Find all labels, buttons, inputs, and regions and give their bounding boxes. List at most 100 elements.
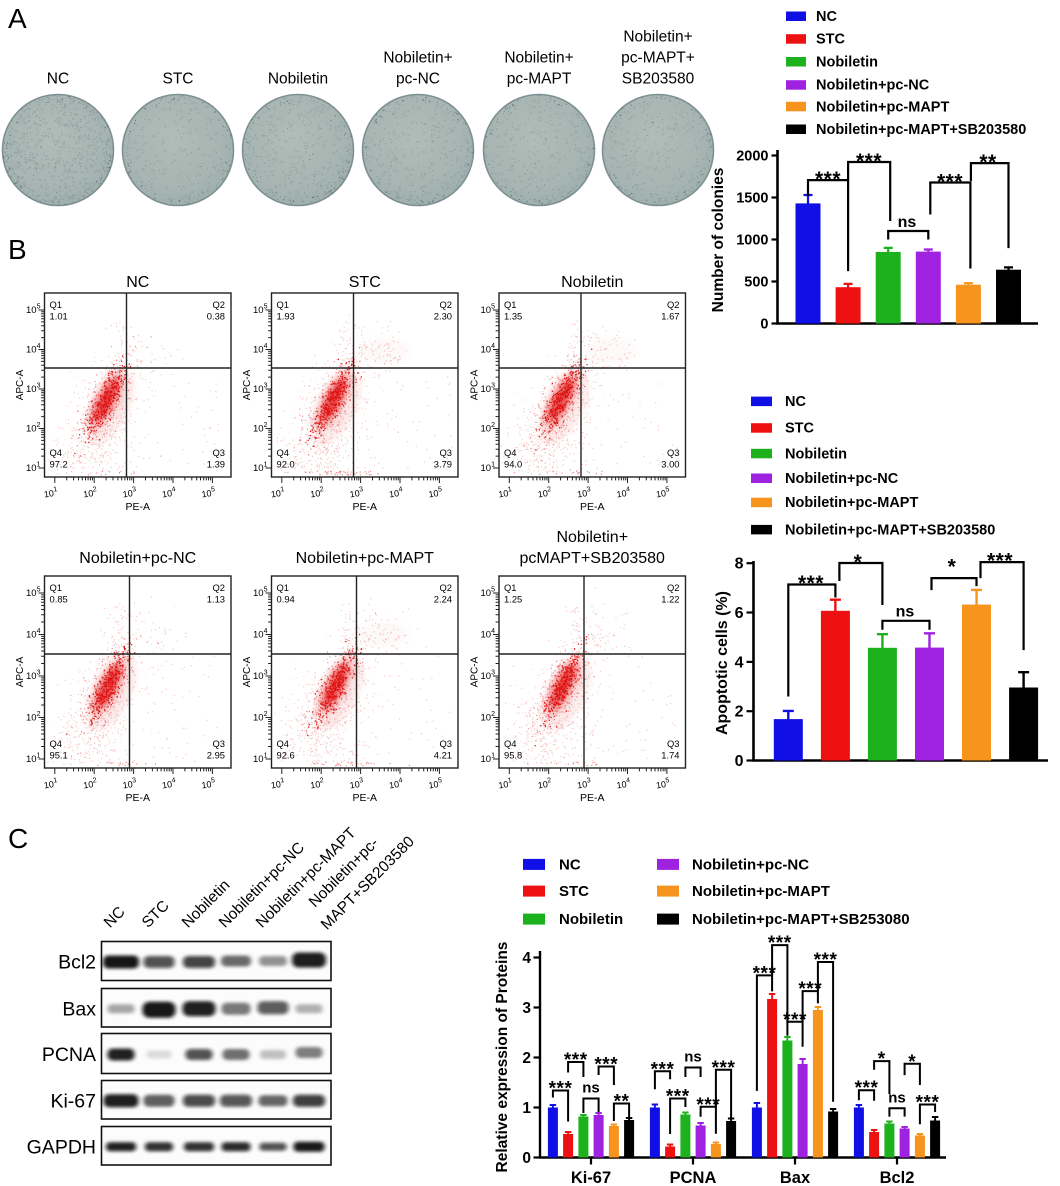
svg-text:2.95: 2.95 [207, 750, 225, 761]
svg-text:1.22: 1.22 [661, 594, 679, 605]
svg-text:*: * [878, 1049, 886, 1070]
svg-text:Nobiletin+pc-MAPT: Nobiletin+pc-MAPT [296, 550, 435, 567]
svg-text:***: *** [712, 1058, 736, 1079]
svg-text:Q1: Q1 [504, 299, 517, 310]
svg-text:***: *** [937, 171, 963, 194]
svg-text:***: *** [594, 1055, 618, 1076]
svg-text:APC-A: APC-A [470, 656, 481, 687]
svg-text:GAPDH: GAPDH [27, 1136, 96, 1158]
svg-text:Nobiletin: Nobiletin [816, 55, 878, 71]
svg-text:4.21: 4.21 [434, 750, 452, 761]
svg-text:94.0: 94.0 [504, 459, 522, 470]
svg-text:0: 0 [760, 317, 768, 333]
svg-text:Nobiletin+: Nobiletin+ [383, 50, 452, 67]
svg-text:2.30: 2.30 [434, 311, 452, 322]
svg-text:Nobiletin+pc-MAPT+SB203580: Nobiletin+pc-MAPT+SB203580 [816, 122, 1026, 138]
svg-text:Q3: Q3 [212, 447, 225, 458]
svg-text:Nobiletin: Nobiletin [785, 446, 847, 462]
svg-text:Apoptotic cells (%): Apoptotic cells (%) [714, 591, 731, 735]
svg-text:Nobiletin+pc-MAPT+SB253080: Nobiletin+pc-MAPT+SB253080 [692, 911, 910, 928]
svg-text:pc-NC: pc-NC [396, 71, 440, 88]
svg-text:***: *** [768, 933, 792, 954]
svg-text:97.2: 97.2 [50, 459, 68, 470]
svg-text:2000: 2000 [736, 149, 768, 165]
svg-text:***: *** [753, 963, 777, 984]
svg-text:ns: ns [684, 1049, 702, 1066]
svg-text:0.94: 0.94 [277, 594, 295, 605]
svg-text:Nobiletin+pc-MAPT: Nobiletin+pc-MAPT [692, 883, 830, 900]
svg-text:pcMAPT+SB203580: pcMAPT+SB203580 [520, 550, 666, 567]
svg-text:PCNA: PCNA [670, 1169, 717, 1186]
svg-text:Q2: Q2 [212, 582, 225, 593]
svg-text:1.35: 1.35 [504, 311, 522, 322]
svg-text:0.38: 0.38 [207, 311, 225, 322]
svg-text:APC-A: APC-A [242, 369, 253, 400]
svg-text:Q2: Q2 [667, 299, 680, 310]
svg-text:8: 8 [735, 556, 744, 573]
svg-text:4: 4 [522, 950, 531, 967]
svg-text:PE-A: PE-A [580, 792, 605, 804]
svg-text:NC: NC [126, 274, 149, 291]
svg-text:***: *** [666, 1087, 690, 1108]
svg-text:***: *** [696, 1095, 720, 1116]
svg-text:4: 4 [735, 654, 744, 671]
svg-text:pc-MAPT+: pc-MAPT+ [621, 50, 695, 67]
svg-text:ns: ns [582, 1080, 600, 1097]
svg-text:1.93: 1.93 [277, 311, 295, 322]
svg-text:C: C [8, 823, 28, 854]
svg-text:Q3: Q3 [667, 738, 680, 749]
svg-text:STC: STC [559, 883, 589, 900]
svg-text:STC: STC [785, 421, 815, 437]
svg-text:1500: 1500 [736, 191, 768, 207]
svg-text:Q3: Q3 [667, 447, 680, 458]
svg-text:Nobiletin+pc-NC: Nobiletin+pc-NC [692, 856, 809, 873]
svg-text:Bcl2: Bcl2 [880, 1169, 915, 1186]
svg-text:3: 3 [522, 1000, 531, 1017]
svg-text:STC: STC [349, 274, 381, 291]
svg-text:PE-A: PE-A [125, 501, 150, 513]
svg-text:95.8: 95.8 [504, 750, 522, 761]
svg-text:92.0: 92.0 [277, 459, 295, 470]
svg-text:Q4: Q4 [504, 738, 517, 749]
svg-text:***: *** [651, 1059, 675, 1080]
svg-text:Nobiletin: Nobiletin [559, 911, 623, 928]
svg-text:Q4: Q4 [50, 738, 63, 749]
svg-text:Q4: Q4 [277, 738, 290, 749]
svg-text:Nobiletin+pc-MAPT+SB203580: Nobiletin+pc-MAPT+SB203580 [785, 522, 995, 538]
svg-text:APC-A: APC-A [15, 656, 26, 687]
svg-text:PCNA: PCNA [42, 1044, 96, 1066]
svg-text:1.74: 1.74 [661, 750, 679, 761]
svg-text:95.1: 95.1 [50, 750, 68, 761]
svg-text:Q3: Q3 [212, 738, 225, 749]
svg-text:APC-A: APC-A [15, 369, 26, 400]
svg-text:92.6: 92.6 [277, 750, 295, 761]
svg-text:500: 500 [744, 275, 768, 291]
svg-text:Relative expression of Protein: Relative expression of Proteins [494, 942, 511, 1173]
svg-text:B: B [8, 234, 27, 265]
svg-text:Q1: Q1 [50, 299, 63, 310]
svg-text:***: *** [855, 1078, 879, 1099]
svg-text:STC: STC [816, 32, 846, 48]
svg-text:**: ** [614, 1092, 630, 1113]
svg-text:2.24: 2.24 [434, 594, 452, 605]
svg-text:***: *** [549, 1079, 573, 1100]
svg-text:1.25: 1.25 [504, 594, 522, 605]
svg-text:APC-A: APC-A [242, 656, 253, 687]
svg-text:Ki-67: Ki-67 [50, 1090, 96, 1112]
svg-text:0: 0 [735, 753, 744, 770]
svg-text:0: 0 [522, 1150, 531, 1167]
svg-text:Q1: Q1 [504, 582, 517, 593]
svg-text:PE-A: PE-A [352, 792, 377, 804]
svg-text:Nobiletin+pc-NC: Nobiletin+pc-NC [785, 471, 899, 487]
svg-text:***: *** [798, 979, 822, 1000]
svg-text:***: *** [564, 1050, 588, 1071]
svg-text:3.00: 3.00 [661, 459, 679, 470]
svg-text:***: *** [987, 550, 1013, 573]
svg-text:Q2: Q2 [212, 299, 225, 310]
svg-text:Nobiletin+pc-NC: Nobiletin+pc-NC [816, 78, 930, 94]
svg-text:***: *** [815, 168, 841, 191]
svg-text:Bcl2: Bcl2 [58, 952, 96, 974]
svg-text:*: * [908, 1052, 916, 1073]
svg-text:Nobiletin: Nobiletin [561, 274, 623, 291]
svg-text:Nobiletin+: Nobiletin+ [556, 529, 628, 546]
